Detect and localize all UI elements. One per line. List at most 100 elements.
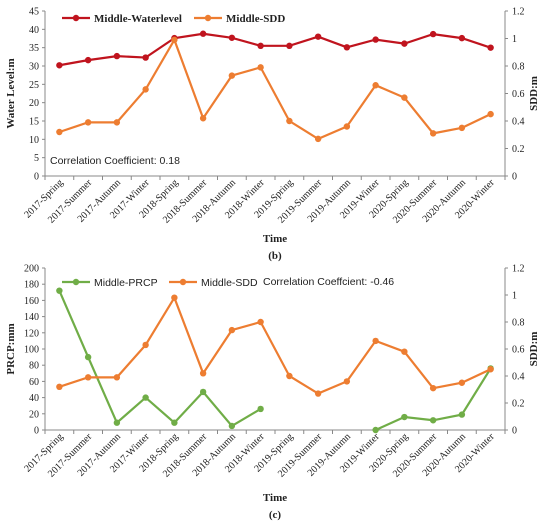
series-line xyxy=(59,37,492,141)
data-point xyxy=(314,33,322,40)
data-point xyxy=(487,366,494,373)
data-point xyxy=(401,348,408,355)
data-point xyxy=(228,422,236,430)
y-tick-label-left: 160 xyxy=(24,296,39,307)
x-axis-title: Time xyxy=(263,233,287,245)
data-point xyxy=(142,86,149,93)
legend-marker xyxy=(204,14,212,22)
data-point xyxy=(171,294,178,301)
correlation-annotation: Correlation Coefficient: 0.18 xyxy=(50,155,180,167)
y-tick-label-left: 30 xyxy=(29,62,39,73)
data-point xyxy=(401,94,408,101)
data-point xyxy=(487,110,494,118)
data-point xyxy=(429,130,437,137)
series-line xyxy=(58,290,262,428)
y-tick-label-right: 0 xyxy=(512,172,517,183)
data-point xyxy=(257,64,264,71)
data-point xyxy=(228,326,236,334)
y-tick-label-right: 1 xyxy=(512,34,517,45)
data-point xyxy=(429,384,437,392)
y-tick-label-left: 0 xyxy=(34,172,39,183)
data-point xyxy=(401,413,408,421)
y-tick-label-right: 1.2 xyxy=(512,264,525,275)
y-tick-label-right: 0.4 xyxy=(512,372,525,383)
y-tick-label-left: 25 xyxy=(29,80,39,91)
data-point xyxy=(343,44,351,51)
data-point xyxy=(113,374,121,381)
y-axis-title-left: Water Level:m xyxy=(5,58,17,128)
y-tick-label-right: 0 xyxy=(512,426,517,437)
data-point xyxy=(401,40,408,47)
data-point xyxy=(142,54,149,61)
data-point xyxy=(458,379,466,386)
y-tick-label-right: 0.8 xyxy=(512,62,525,73)
y-tick-label-right: 0.6 xyxy=(512,89,525,100)
legend-label: Middle-SDD xyxy=(226,13,285,25)
data-point xyxy=(458,34,466,42)
data-point xyxy=(257,318,264,326)
data-point xyxy=(314,135,322,143)
y-tick-label-left: 60 xyxy=(29,377,39,388)
data-point xyxy=(113,419,121,426)
y-tick-label-left: 15 xyxy=(29,117,39,128)
data-point xyxy=(199,388,207,396)
data-point xyxy=(199,115,207,122)
panel-caption: (c) xyxy=(269,509,282,521)
panel-caption: (b) xyxy=(268,250,282,262)
x-axis-title: Time xyxy=(263,492,287,504)
y-tick-label-left: 0 xyxy=(34,426,39,437)
data-point xyxy=(286,117,293,125)
data-point xyxy=(171,36,178,44)
y-tick-label-left: 80 xyxy=(29,361,39,372)
y-tick-label-left: 45 xyxy=(29,7,39,18)
correlation-annotation: Correlation Coeffcient: -0.46 xyxy=(263,276,394,288)
chart-panel-c: 0 20 40 60 80 100 120 140 160 180 200 0 0.2 0.4 0.6 0.8… xyxy=(5,264,540,522)
y-axis-title-right: SDD:m xyxy=(528,76,540,111)
data-point xyxy=(228,34,236,41)
data-point xyxy=(84,374,92,381)
data-point xyxy=(84,119,92,126)
legend-marker xyxy=(72,14,80,22)
data-point xyxy=(286,372,293,380)
y-axis-title-right: SDD:m xyxy=(528,332,540,367)
y-tick-label-left: 20 xyxy=(29,98,39,109)
data-point xyxy=(458,124,466,132)
y-tick-label-right: 1.2 xyxy=(512,7,525,18)
data-point xyxy=(113,119,121,126)
data-point xyxy=(458,411,466,418)
data-point xyxy=(56,287,63,294)
data-point xyxy=(372,426,379,434)
chart-panel-b: 05101520253035404500.20.40.60.811.22017-… xyxy=(5,7,540,263)
y-tick-label-right: 0.4 xyxy=(512,117,525,128)
data-point xyxy=(142,394,149,401)
y-tick-label-left: 120 xyxy=(24,328,39,339)
data-point xyxy=(142,341,149,349)
data-point xyxy=(314,390,322,397)
data-point xyxy=(257,42,264,50)
series-line xyxy=(59,32,491,67)
data-point xyxy=(56,62,63,69)
data-point xyxy=(199,30,207,37)
legend-marker xyxy=(72,278,80,286)
y-tick-label-left: 180 xyxy=(24,280,39,291)
data-point xyxy=(429,30,437,38)
legend-label: Middle-Waterlevel xyxy=(94,13,182,25)
y-tick-label-right: 0.8 xyxy=(512,318,525,329)
y-axis-title-left: PRCP:mm xyxy=(5,323,17,374)
data-point xyxy=(56,383,63,390)
y-tick-label-right: 0.2 xyxy=(512,144,525,155)
data-point xyxy=(372,337,379,345)
data-point xyxy=(487,44,494,51)
data-point xyxy=(113,52,121,60)
data-point xyxy=(429,417,437,424)
data-point xyxy=(171,419,178,426)
y-tick-label-left: 10 xyxy=(29,135,39,146)
data-point xyxy=(199,370,207,377)
legend-label: Middle-SDD xyxy=(201,277,258,289)
data-point xyxy=(84,56,92,64)
data-point xyxy=(372,36,379,43)
y-tick-label-left: 40 xyxy=(29,25,39,36)
y-tick-label-left: 40 xyxy=(29,393,39,404)
y-tick-label-left: 100 xyxy=(24,345,39,356)
